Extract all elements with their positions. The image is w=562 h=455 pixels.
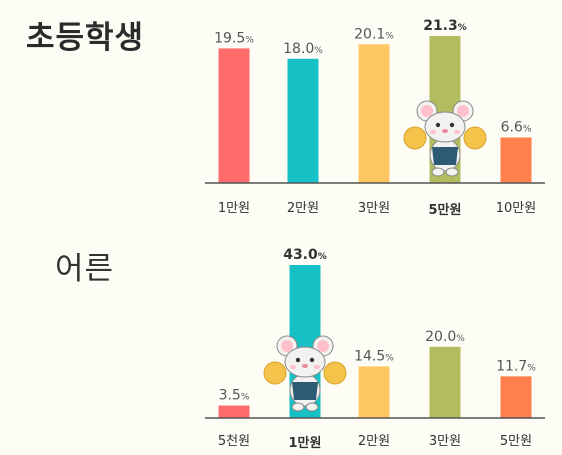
value-label: 20.0% [425, 329, 465, 345]
category-label: 2만원 [358, 434, 390, 449]
mascot-mouse-icon [403, 100, 487, 177]
chart-title-adult: 어른 [55, 251, 115, 287]
bar-2만원 [287, 58, 319, 184]
bar-chart-2: 3.5% 5천원 43.0% 1만원 14.5% 2만원 20.0% 3만원 11.7% 5만원 [205, 247, 545, 451]
value-label: 43.0% [283, 247, 327, 263]
category-label: 1만원 [218, 201, 250, 216]
bar-5천원 [218, 405, 250, 418]
bar-3만원 [429, 346, 461, 418]
category-label: 5천원 [218, 434, 250, 449]
bar-10만원 [500, 137, 532, 183]
mascot-mouse-icon [263, 335, 347, 412]
value-label: 19.5% [214, 30, 254, 46]
bar-2만원 [358, 366, 390, 418]
value-label: 20.1% [354, 26, 394, 42]
category-label: 5만원 [429, 202, 462, 218]
bar-3만원 [358, 44, 390, 183]
bar-5만원 [500, 376, 532, 418]
bar-chart-1: 19.5% 1만원 18.0% 2만원 20.1% 3만원 21.3% 5만원 6.6% 10만원 [205, 18, 545, 218]
value-label: 14.5% [354, 348, 394, 364]
value-label: 6.6% [501, 119, 532, 135]
category-label: 1만원 [289, 435, 322, 451]
category-label: 2만원 [287, 201, 319, 216]
category-label: 3만원 [429, 434, 461, 449]
chart-title-elementary: 초등학생 [26, 20, 145, 56]
category-label: 3만원 [358, 201, 390, 216]
value-label: 18.0% [283, 41, 323, 57]
value-label: 3.5% [219, 388, 250, 404]
value-label: 21.3% [423, 18, 467, 34]
category-label: 5만원 [500, 434, 532, 449]
value-label: 11.7% [496, 358, 536, 374]
category-label: 10만원 [496, 201, 536, 216]
bar-1만원 [218, 48, 250, 184]
